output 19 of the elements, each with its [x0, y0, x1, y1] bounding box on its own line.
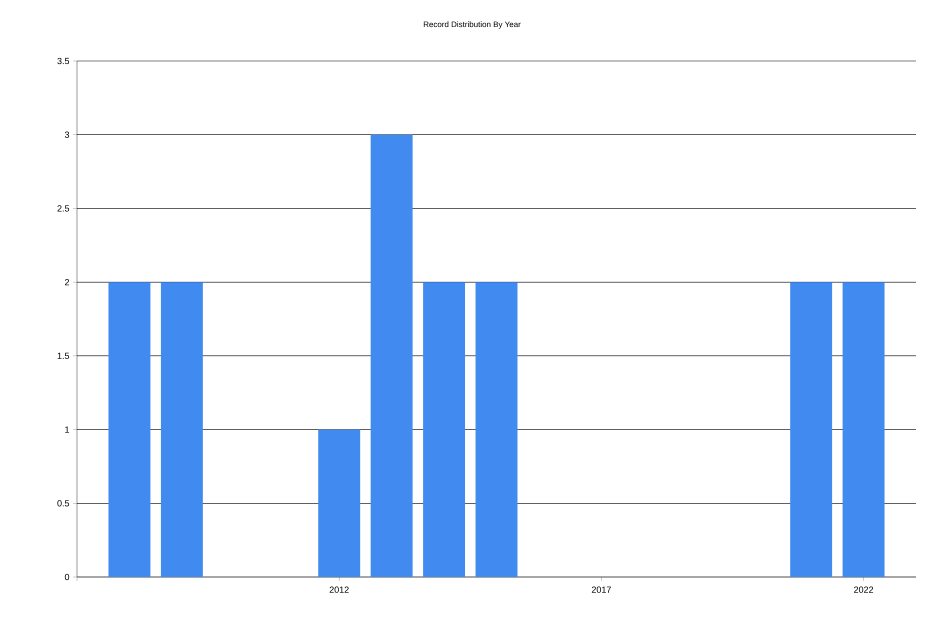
bar: [108, 282, 150, 577]
bar: [318, 430, 360, 577]
y-tick-label: 2: [64, 279, 70, 286]
x-tick-label: 2017: [592, 586, 611, 593]
bar: [476, 282, 518, 577]
x-tick-label: 2022: [854, 586, 874, 593]
y-tick-label: 0.5: [57, 500, 70, 506]
x-tick-label: 2012: [330, 586, 349, 593]
y-tick-label: 3: [64, 132, 70, 138]
bar: [790, 282, 832, 577]
y-tick-label: 0: [64, 574, 70, 580]
y-tick-label: 3.5: [57, 58, 70, 64]
y-tick-label: 1: [65, 426, 70, 433]
bar: [160, 282, 203, 577]
bar: [842, 282, 885, 577]
y-tick-label: 1.5: [58, 352, 70, 359]
y-tick-label: 2.5: [57, 205, 70, 212]
bar: [423, 282, 466, 577]
bar: [370, 134, 413, 577]
